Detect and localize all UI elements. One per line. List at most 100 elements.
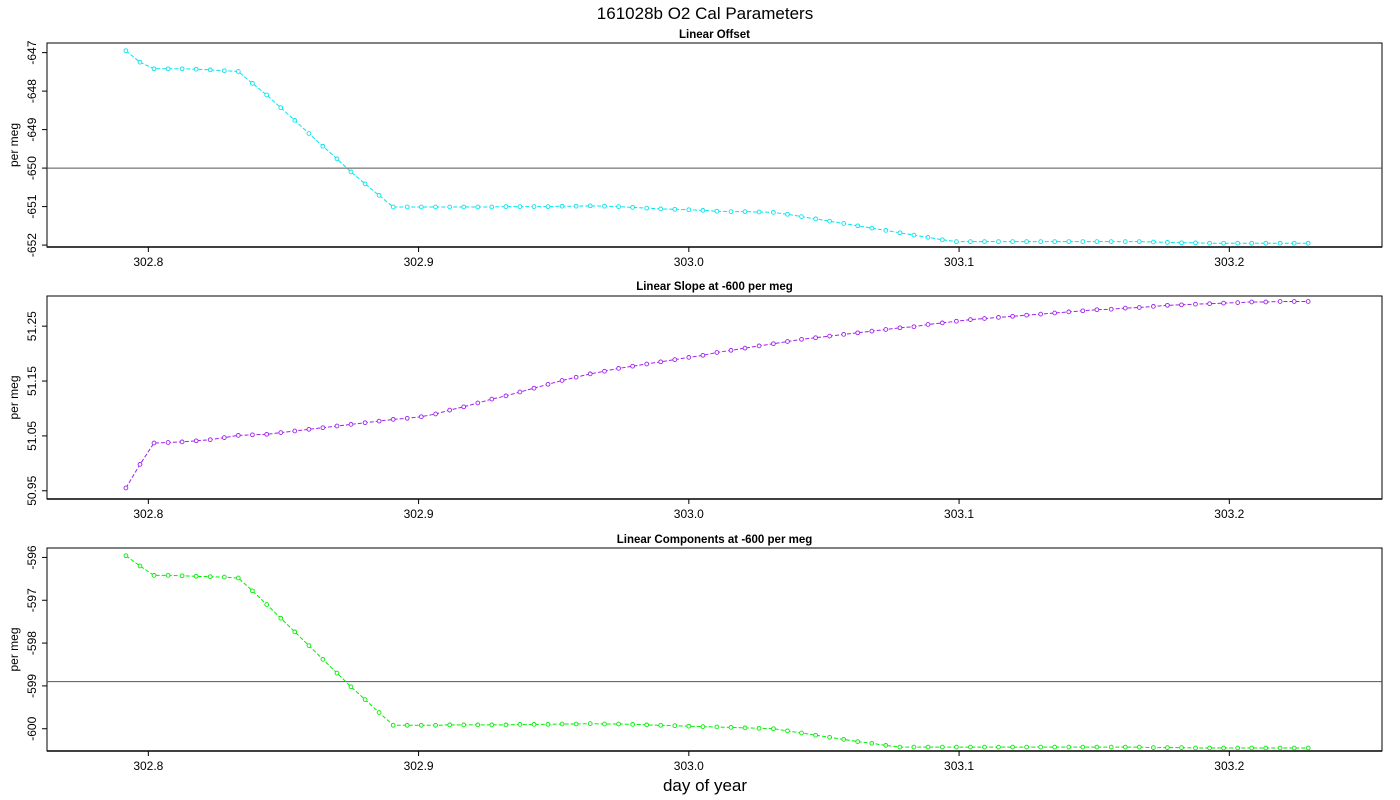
data-point: [939, 744, 945, 750]
data-point: [644, 205, 650, 211]
data-point: [1207, 745, 1212, 751]
data-point: [559, 378, 565, 383]
data-point: [404, 415, 410, 421]
data-point: [348, 169, 354, 175]
x-tick-label: 302.8: [133, 759, 163, 773]
data-point: [390, 722, 396, 728]
y-tick-label: -652: [25, 233, 39, 257]
data-point: [1249, 240, 1255, 246]
data-point: [700, 208, 706, 213]
data-point: [531, 385, 537, 391]
data-point: [925, 235, 931, 240]
data-point: [559, 203, 565, 209]
panel-title: Linear Components at -600 per meg: [617, 534, 813, 546]
data-point: [827, 333, 832, 339]
data-point: [1193, 301, 1198, 307]
x-tick-label: 303.0: [674, 255, 704, 269]
data-point: [897, 325, 903, 331]
data-point: [123, 553, 129, 559]
data-point: [193, 438, 199, 444]
data-point: [1108, 744, 1114, 750]
data-point: [855, 223, 861, 229]
plot-frame: [46, 295, 1383, 500]
data-point: [883, 743, 889, 748]
data-point: [221, 68, 227, 74]
data-point: [855, 739, 861, 744]
series-line: [125, 50, 1309, 244]
data-point: [1136, 239, 1142, 244]
data-point: [1305, 299, 1311, 304]
data-point: [813, 335, 818, 341]
data-point: [1291, 240, 1297, 246]
data-point: [1024, 239, 1029, 244]
y-tick-label: -596: [25, 545, 39, 569]
data-point: [306, 426, 312, 432]
data-point: [264, 92, 270, 98]
series-line: [125, 301, 1309, 489]
data-point: [714, 208, 720, 214]
y-tick-label: -648: [25, 79, 39, 103]
data-point: [785, 211, 790, 217]
data-point: [278, 430, 284, 435]
data-point: [1277, 240, 1283, 246]
data-point: [939, 320, 945, 326]
data-point: [883, 327, 889, 332]
x-tick-label: 302.9: [404, 507, 434, 521]
data-point: [278, 615, 284, 621]
data-point: [869, 740, 875, 746]
data-point: [616, 721, 621, 727]
data-point: [1249, 745, 1255, 751]
data-point: [686, 207, 692, 213]
data-point: [1066, 744, 1072, 750]
data-point: [968, 317, 973, 322]
plot-frame: [46, 547, 1383, 752]
x-tick-label: 302.9: [404, 759, 434, 773]
data-point: [545, 722, 551, 727]
data-point: [433, 411, 438, 417]
data-point: [644, 722, 650, 728]
data-point: [503, 393, 509, 399]
data-point: [235, 575, 241, 581]
series-line: [125, 555, 1309, 749]
panel-title: Linear Slope at -600 per meg: [636, 281, 793, 293]
data-point: [1249, 299, 1255, 305]
data-point: [742, 209, 748, 214]
data-point: [1038, 744, 1044, 750]
data-point: [320, 657, 326, 662]
data-point: [123, 48, 129, 54]
y-tick-label: -651: [25, 194, 39, 218]
data-point: [911, 324, 917, 330]
y-tick-label: -647: [25, 40, 39, 64]
data-point: [306, 643, 312, 648]
data-point: [996, 744, 1001, 750]
data-point: [911, 744, 917, 750]
x-tick-label: 303.0: [674, 759, 704, 773]
data-point: [573, 721, 579, 727]
data-point: [264, 431, 270, 437]
data-point: [1305, 745, 1311, 751]
data-point: [461, 404, 467, 410]
data-point: [1010, 239, 1015, 244]
data-point: [827, 734, 832, 740]
data-point: [644, 361, 650, 367]
panel-title: Linear Offset: [679, 29, 750, 41]
data-point: [517, 722, 523, 727]
data-point: [630, 363, 635, 369]
data-point: [503, 722, 509, 728]
x-tick-label: 303.2: [1214, 255, 1244, 269]
data-point: [630, 722, 635, 727]
data-point: [235, 69, 241, 74]
data-point: [250, 81, 255, 86]
data-point: [390, 417, 396, 422]
x-tick-label: 302.9: [404, 255, 434, 269]
data-point: [1193, 240, 1198, 246]
data-point: [785, 339, 790, 344]
data-point: [1080, 239, 1086, 244]
data-point: [348, 684, 354, 690]
chart-panel-3: Linear Components at -600 per meg per meg…: [7, 534, 1383, 773]
data-point: [587, 371, 593, 377]
data-point: [742, 345, 748, 351]
data-point: [489, 204, 495, 210]
data-point: [320, 143, 326, 149]
